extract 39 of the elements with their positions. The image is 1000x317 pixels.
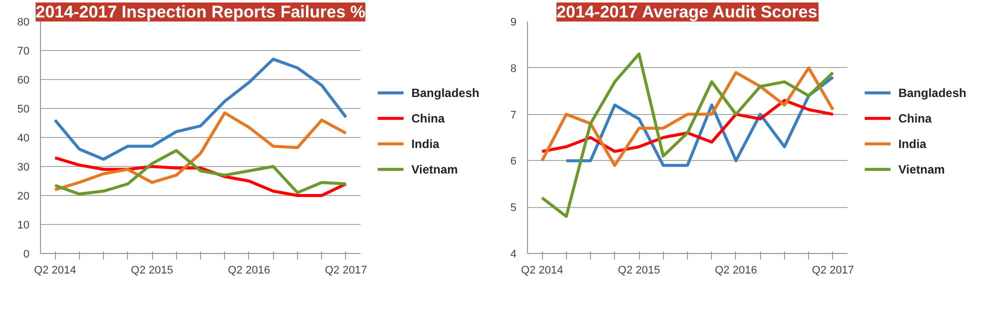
legend-label: Bangladesh [898, 86, 966, 100]
y-tick-label: 0 [23, 248, 30, 260]
y-tick-label: 20 [17, 190, 30, 202]
y-tick-label: 80 [17, 16, 30, 28]
y-tick-label: 5 [510, 202, 517, 214]
x-tick-label: Q2 2014 [34, 264, 76, 276]
line-series [54, 111, 348, 192]
line-series [54, 149, 348, 196]
line-series [540, 98, 834, 153]
y-tick-label: 30 [17, 162, 30, 174]
legend-label: Vietnam [898, 162, 945, 176]
y-tick-label: 10 [17, 220, 30, 232]
legend-label: India [411, 136, 440, 151]
y-tick-label: 4 [510, 248, 517, 260]
y-tick-label: 50 [17, 104, 30, 116]
line-series [540, 66, 834, 167]
y-tick-label: 9 [510, 16, 517, 28]
legend-label: Vietnam [411, 162, 458, 176]
chart-title: 2014-2017 Inspection Reports Failures % [36, 2, 366, 22]
legend-label: Bangladesh [411, 86, 480, 100]
x-tick-label: Q2 2016 [228, 264, 270, 276]
y-tick-label: 60 [17, 74, 30, 86]
y-tick-label: 40 [17, 132, 30, 144]
legend-label: China [898, 111, 932, 126]
line-series [540, 52, 834, 218]
legend-label: India [898, 136, 927, 151]
x-tick-label: Q2 2014 [520, 264, 564, 276]
line-series [54, 58, 348, 161]
y-tick-label: 6 [510, 156, 517, 168]
y-tick-label: 8 [510, 62, 517, 75]
x-tick-label: Q2 2017 [324, 264, 368, 276]
y-tick-label: 70 [17, 46, 30, 58]
y-tick-label: 7 [510, 109, 517, 122]
chart-title: 2014-2017 Average Audit Scores [556, 2, 818, 22]
x-tick-label: Q2 2015 [618, 264, 660, 276]
legend-label: China [411, 111, 445, 126]
x-tick-label: Q2 2015 [130, 264, 174, 276]
x-tick-label: Q2 2017 [812, 264, 854, 276]
x-tick-label: Q2 2016 [714, 264, 758, 276]
